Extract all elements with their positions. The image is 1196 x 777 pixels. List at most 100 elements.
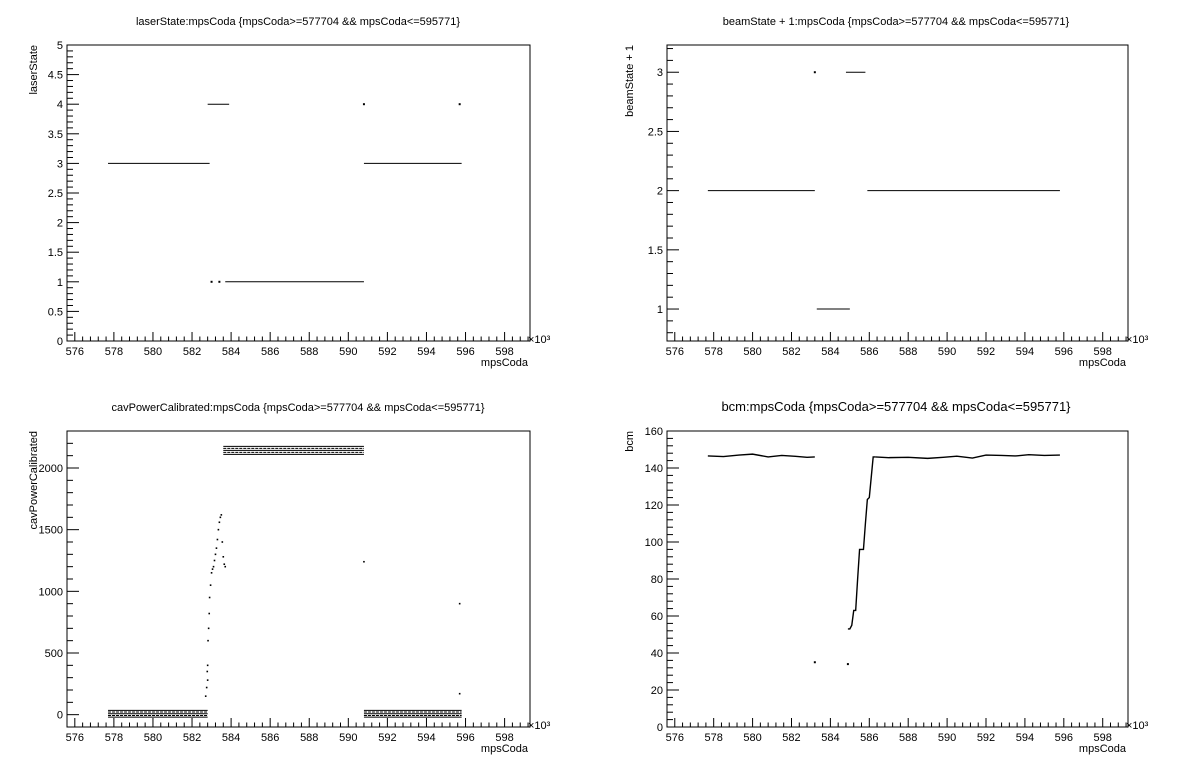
bcm-chart: bcm:mpsCoda {mpsCoda>=577704 && mpsCoda<…	[598, 386, 1196, 772]
y-tick-label: 2	[57, 218, 63, 230]
y-axis-label: cavPowerCalibrated	[28, 431, 40, 529]
data-point	[208, 596, 211, 599]
x-tick-label: 582	[183, 732, 201, 744]
x-tick-label: 578	[705, 346, 723, 358]
x-tick-label: 586	[860, 732, 878, 744]
x-tick-label: 596	[1055, 732, 1073, 744]
x-tick-label: 596	[1055, 346, 1073, 358]
plot-frame	[666, 430, 1129, 728]
data-point	[363, 560, 365, 563]
y-tick-label: 100	[645, 537, 663, 549]
data-point	[458, 692, 461, 695]
y-tick-label: 2.5	[48, 188, 63, 200]
bcm-chart-svg: bcm:mpsCoda {mpsCoda>=577704 && mpsCoda<…	[624, 399, 1149, 755]
x-tick-label: 582	[782, 732, 800, 744]
data-point	[213, 559, 216, 562]
data-point	[214, 553, 217, 556]
x-tick-label: 592	[977, 732, 995, 744]
y-tick-label: 1500	[39, 525, 63, 537]
y-tick-label: 1	[657, 304, 663, 316]
y-tick-label: 5	[57, 40, 63, 52]
x-tick-label: 598	[1094, 346, 1112, 358]
data-point	[217, 528, 220, 531]
data-marks	[108, 445, 462, 718]
plot-frame	[66, 44, 531, 342]
data-point	[207, 627, 210, 630]
chart-title: beamState + 1:mpsCoda {mpsCoda>=577704 &…	[723, 16, 1070, 28]
data-point	[206, 679, 209, 681]
data-point	[458, 103, 461, 106]
y-tick-label: 2000	[39, 463, 63, 475]
x-tick-label: 590	[938, 732, 956, 744]
x-tick-label: 586	[261, 346, 279, 358]
plot-frame	[666, 44, 1129, 342]
x-tick-label: 590	[938, 346, 956, 358]
data-point	[813, 71, 816, 74]
x-exponent-label: ×10³	[1126, 334, 1149, 346]
x-tick-label: 594	[1016, 732, 1034, 744]
data-point	[813, 661, 816, 664]
chart-title: bcm:mpsCoda {mpsCoda>=577704 && mpsCoda<…	[721, 399, 1071, 414]
x-axis-label: mpsCoda	[481, 743, 529, 755]
x-exponent-label: ×10³	[528, 334, 551, 346]
x-tick-label: 590	[339, 346, 357, 358]
data-point	[846, 663, 849, 666]
x-tick-label: 582	[782, 346, 800, 358]
x-tick-label: 578	[105, 346, 123, 358]
laserstate-chart-svg: laserState:mpsCoda {mpsCoda>=577704 && m…	[28, 16, 551, 369]
chart-title: laserState:mpsCoda {mpsCoda>=577704 && m…	[136, 16, 460, 28]
x-tick-label: 594	[1016, 346, 1034, 358]
x-exponent-label: ×10³	[528, 720, 551, 732]
data-point	[207, 639, 209, 642]
x-axis-label: mpsCoda	[1079, 357, 1127, 369]
x-tick-label: 580	[144, 732, 162, 744]
data-point	[224, 565, 227, 568]
y-axis-label: bcm	[624, 431, 636, 452]
x-tick-label: 592	[378, 732, 396, 744]
data-point	[362, 103, 365, 106]
data-point	[205, 686, 208, 689]
x-tick-label: 596	[456, 346, 474, 358]
y-tick-label: 120	[645, 500, 663, 512]
x-tick-label: 580	[144, 346, 162, 358]
x-tick-label: 594	[417, 346, 435, 358]
data-point	[222, 556, 225, 558]
cavpower-chart-svg: cavPowerCalibrated:mpsCoda {mpsCoda>=577…	[28, 402, 551, 755]
data-series-line	[847, 456, 876, 630]
x-tick-label: 588	[899, 346, 917, 358]
x-tick-label: 594	[417, 732, 435, 744]
data-point	[218, 280, 221, 283]
beamstate-chart-svg: beamState + 1:mpsCoda {mpsCoda>=577704 &…	[624, 16, 1149, 369]
y-tick-label: 3.5	[48, 129, 63, 141]
x-tick-label: 580	[743, 732, 761, 744]
x-tick-label: 598	[495, 346, 513, 358]
x-tick-label: 576	[666, 346, 684, 358]
cavpower-chart: cavPowerCalibrated:mpsCoda {mpsCoda>=577…	[0, 386, 598, 772]
data-series-line	[875, 453, 1060, 460]
data-point	[204, 695, 207, 697]
data-point	[210, 572, 213, 574]
y-tick-label: 0	[57, 710, 63, 722]
x-exponent-label: ×10³	[1126, 720, 1149, 732]
y-tick-label: 80	[651, 574, 663, 586]
x-tick-label: 586	[261, 732, 279, 744]
x-tick-label: 584	[821, 346, 839, 358]
y-tick-label: 0.5	[48, 306, 63, 318]
y-tick-label: 4.5	[48, 70, 63, 82]
data-point	[209, 584, 212, 586]
y-tick-label: 1.5	[48, 247, 63, 259]
y-tick-label: 20	[651, 685, 663, 697]
x-tick-label: 598	[1094, 732, 1112, 744]
laserstate-chart: laserState:mpsCoda {mpsCoda>=577704 && m…	[0, 0, 598, 386]
data-point	[212, 565, 215, 568]
x-tick-label: 576	[66, 346, 84, 358]
data-point	[215, 547, 218, 549]
x-tick-label: 578	[705, 732, 723, 744]
x-tick-label: 590	[339, 732, 357, 744]
plot-frame	[66, 430, 531, 728]
y-tick-label: 1000	[39, 586, 63, 598]
x-tick-label: 592	[378, 346, 396, 358]
x-tick-label: 580	[743, 346, 761, 358]
x-tick-label: 588	[899, 732, 917, 744]
